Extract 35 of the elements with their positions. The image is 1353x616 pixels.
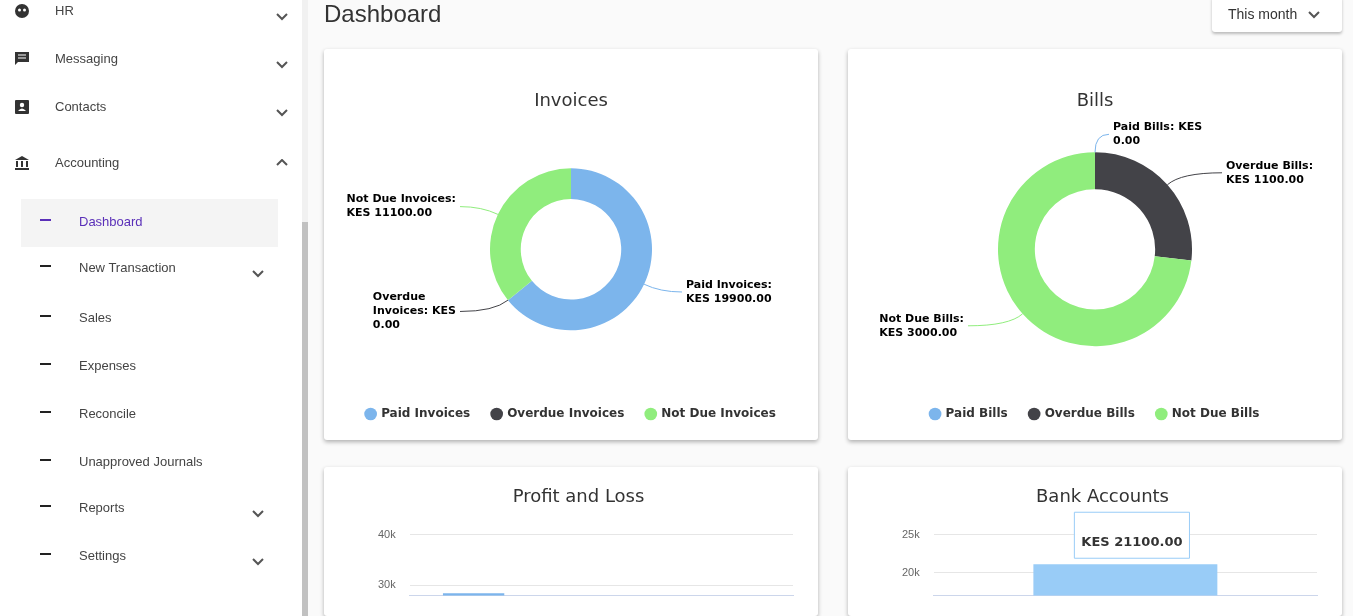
text: This month (1228, 6, 1298, 22)
text: Paid Bills: KES 0.00 (1113, 120, 1203, 148)
chart-title: Bank Accounts (1036, 485, 1169, 507)
legend-label: Not Due Invoices (661, 406, 776, 421)
text: Messaging (55, 51, 118, 66)
text: Sales (79, 310, 112, 325)
text: Expenses (79, 358, 137, 373)
data-label: Not Due Bills: KES 3000.00 (879, 311, 964, 339)
legend-label: Overdue Invoices (507, 406, 625, 421)
text: Settings (79, 548, 126, 563)
text: Overdue Invoices: KES 0.00 (372, 290, 456, 332)
text: Reconcile (79, 406, 137, 421)
text: New Transaction (79, 260, 176, 275)
legend-label: Paid Invoices (381, 406, 471, 421)
data-label: Not Due Invoices: KES 11100.00 (346, 192, 456, 220)
chart-title: Invoices (534, 89, 608, 111)
text: Dashboard (324, 0, 442, 28)
legend-label: Not Due Bills (1171, 406, 1260, 421)
y-tick-label: 30k (377, 578, 397, 591)
text: Contacts (55, 99, 107, 114)
data-label: Overdue Bills: KES 1100.00 (1226, 158, 1314, 186)
text: Unapproved Journals (79, 454, 203, 469)
data-label: Paid Invoices: KES 19900.00 (686, 277, 773, 305)
text: Dashboard (79, 214, 143, 229)
legend-label: Overdue Bills (1044, 406, 1135, 421)
text: Reports (79, 500, 125, 515)
legend-label: Paid Bills (945, 406, 1008, 421)
text: HR (55, 3, 74, 18)
y-tick-label: 25k (901, 527, 921, 540)
text: Accounting (55, 155, 120, 170)
chart-title: Profit and Loss (512, 485, 645, 507)
y-tick-label: 40k (377, 527, 397, 540)
y-tick-label: 20k (901, 565, 921, 578)
chart-title: Bills (1076, 89, 1114, 111)
data-label: KES 21100.00 (1081, 533, 1183, 549)
